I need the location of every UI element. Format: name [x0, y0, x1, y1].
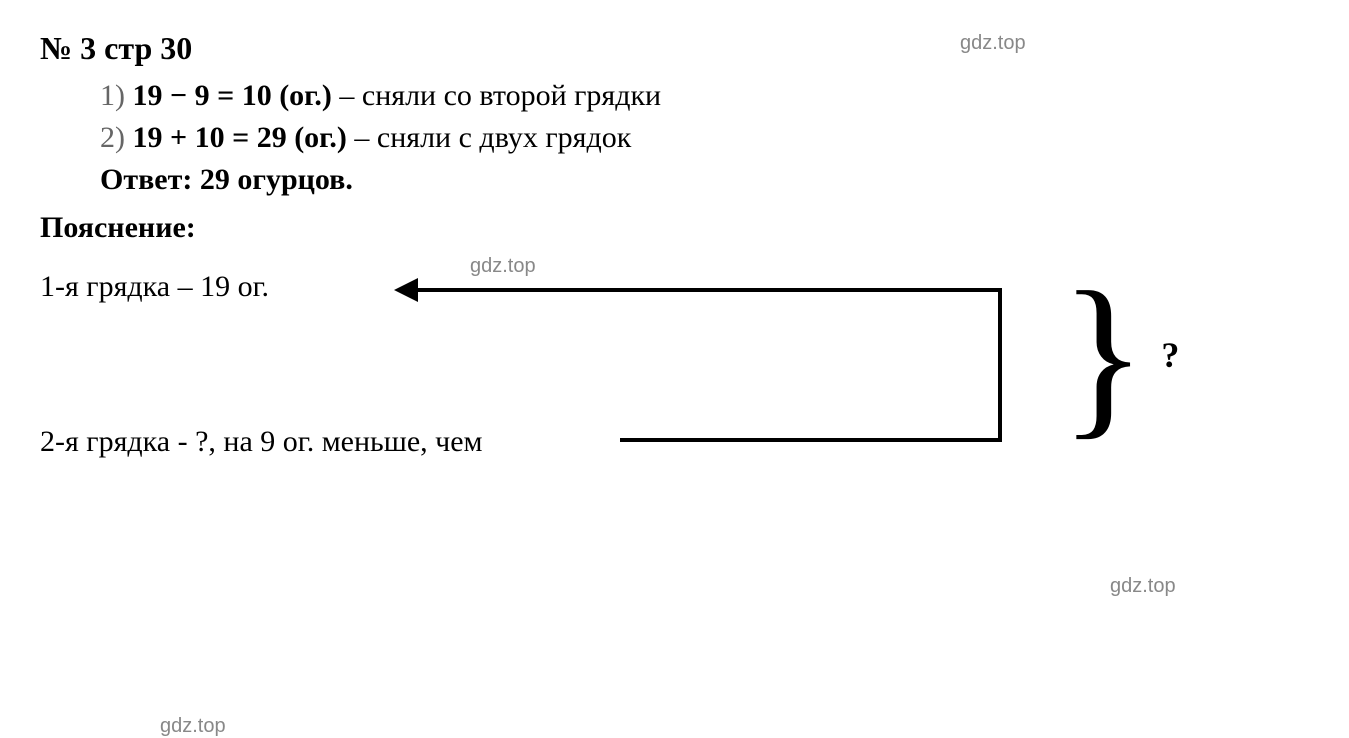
- watermark-top-right: gdz.top: [960, 32, 1026, 55]
- equation-1: 19 − 9 = 10 (ог.): [133, 79, 332, 112]
- step-text-1: – сняли со второй грядки: [339, 79, 661, 112]
- step-number-2: 2): [100, 121, 125, 154]
- solution-step-2: 2) 19 + 10 = 29 (ог.) – сняли с двух гря…: [100, 121, 1309, 155]
- step-number-1: 1): [100, 79, 125, 112]
- equation-2: 19 + 10 = 29 (ог.): [133, 121, 347, 154]
- question-mark: ?: [1161, 334, 1179, 376]
- watermark-diagram-right: gdz.top: [1110, 575, 1176, 598]
- watermark-diagram-left: gdz.top: [160, 715, 226, 738]
- explanation-heading: Пояснение:: [40, 211, 1309, 245]
- brace-symbol: }: [1060, 265, 1146, 445]
- brace-group: } ?: [1060, 265, 1179, 445]
- problem-heading: № 3 стр 30: [40, 30, 1309, 67]
- diagram-container: gdz.top gdz.top 1-я грядка – 19 ог. 2-я …: [40, 255, 1309, 475]
- solution-step-1: 1) 19 − 9 = 10 (ог.) – сняли со второй г…: [100, 79, 1309, 113]
- answer-line: Ответ: 29 огурцов.: [100, 163, 1309, 197]
- step-text-2: – сняли с двух грядок: [354, 121, 631, 154]
- arrow-diagram: [40, 255, 1040, 475]
